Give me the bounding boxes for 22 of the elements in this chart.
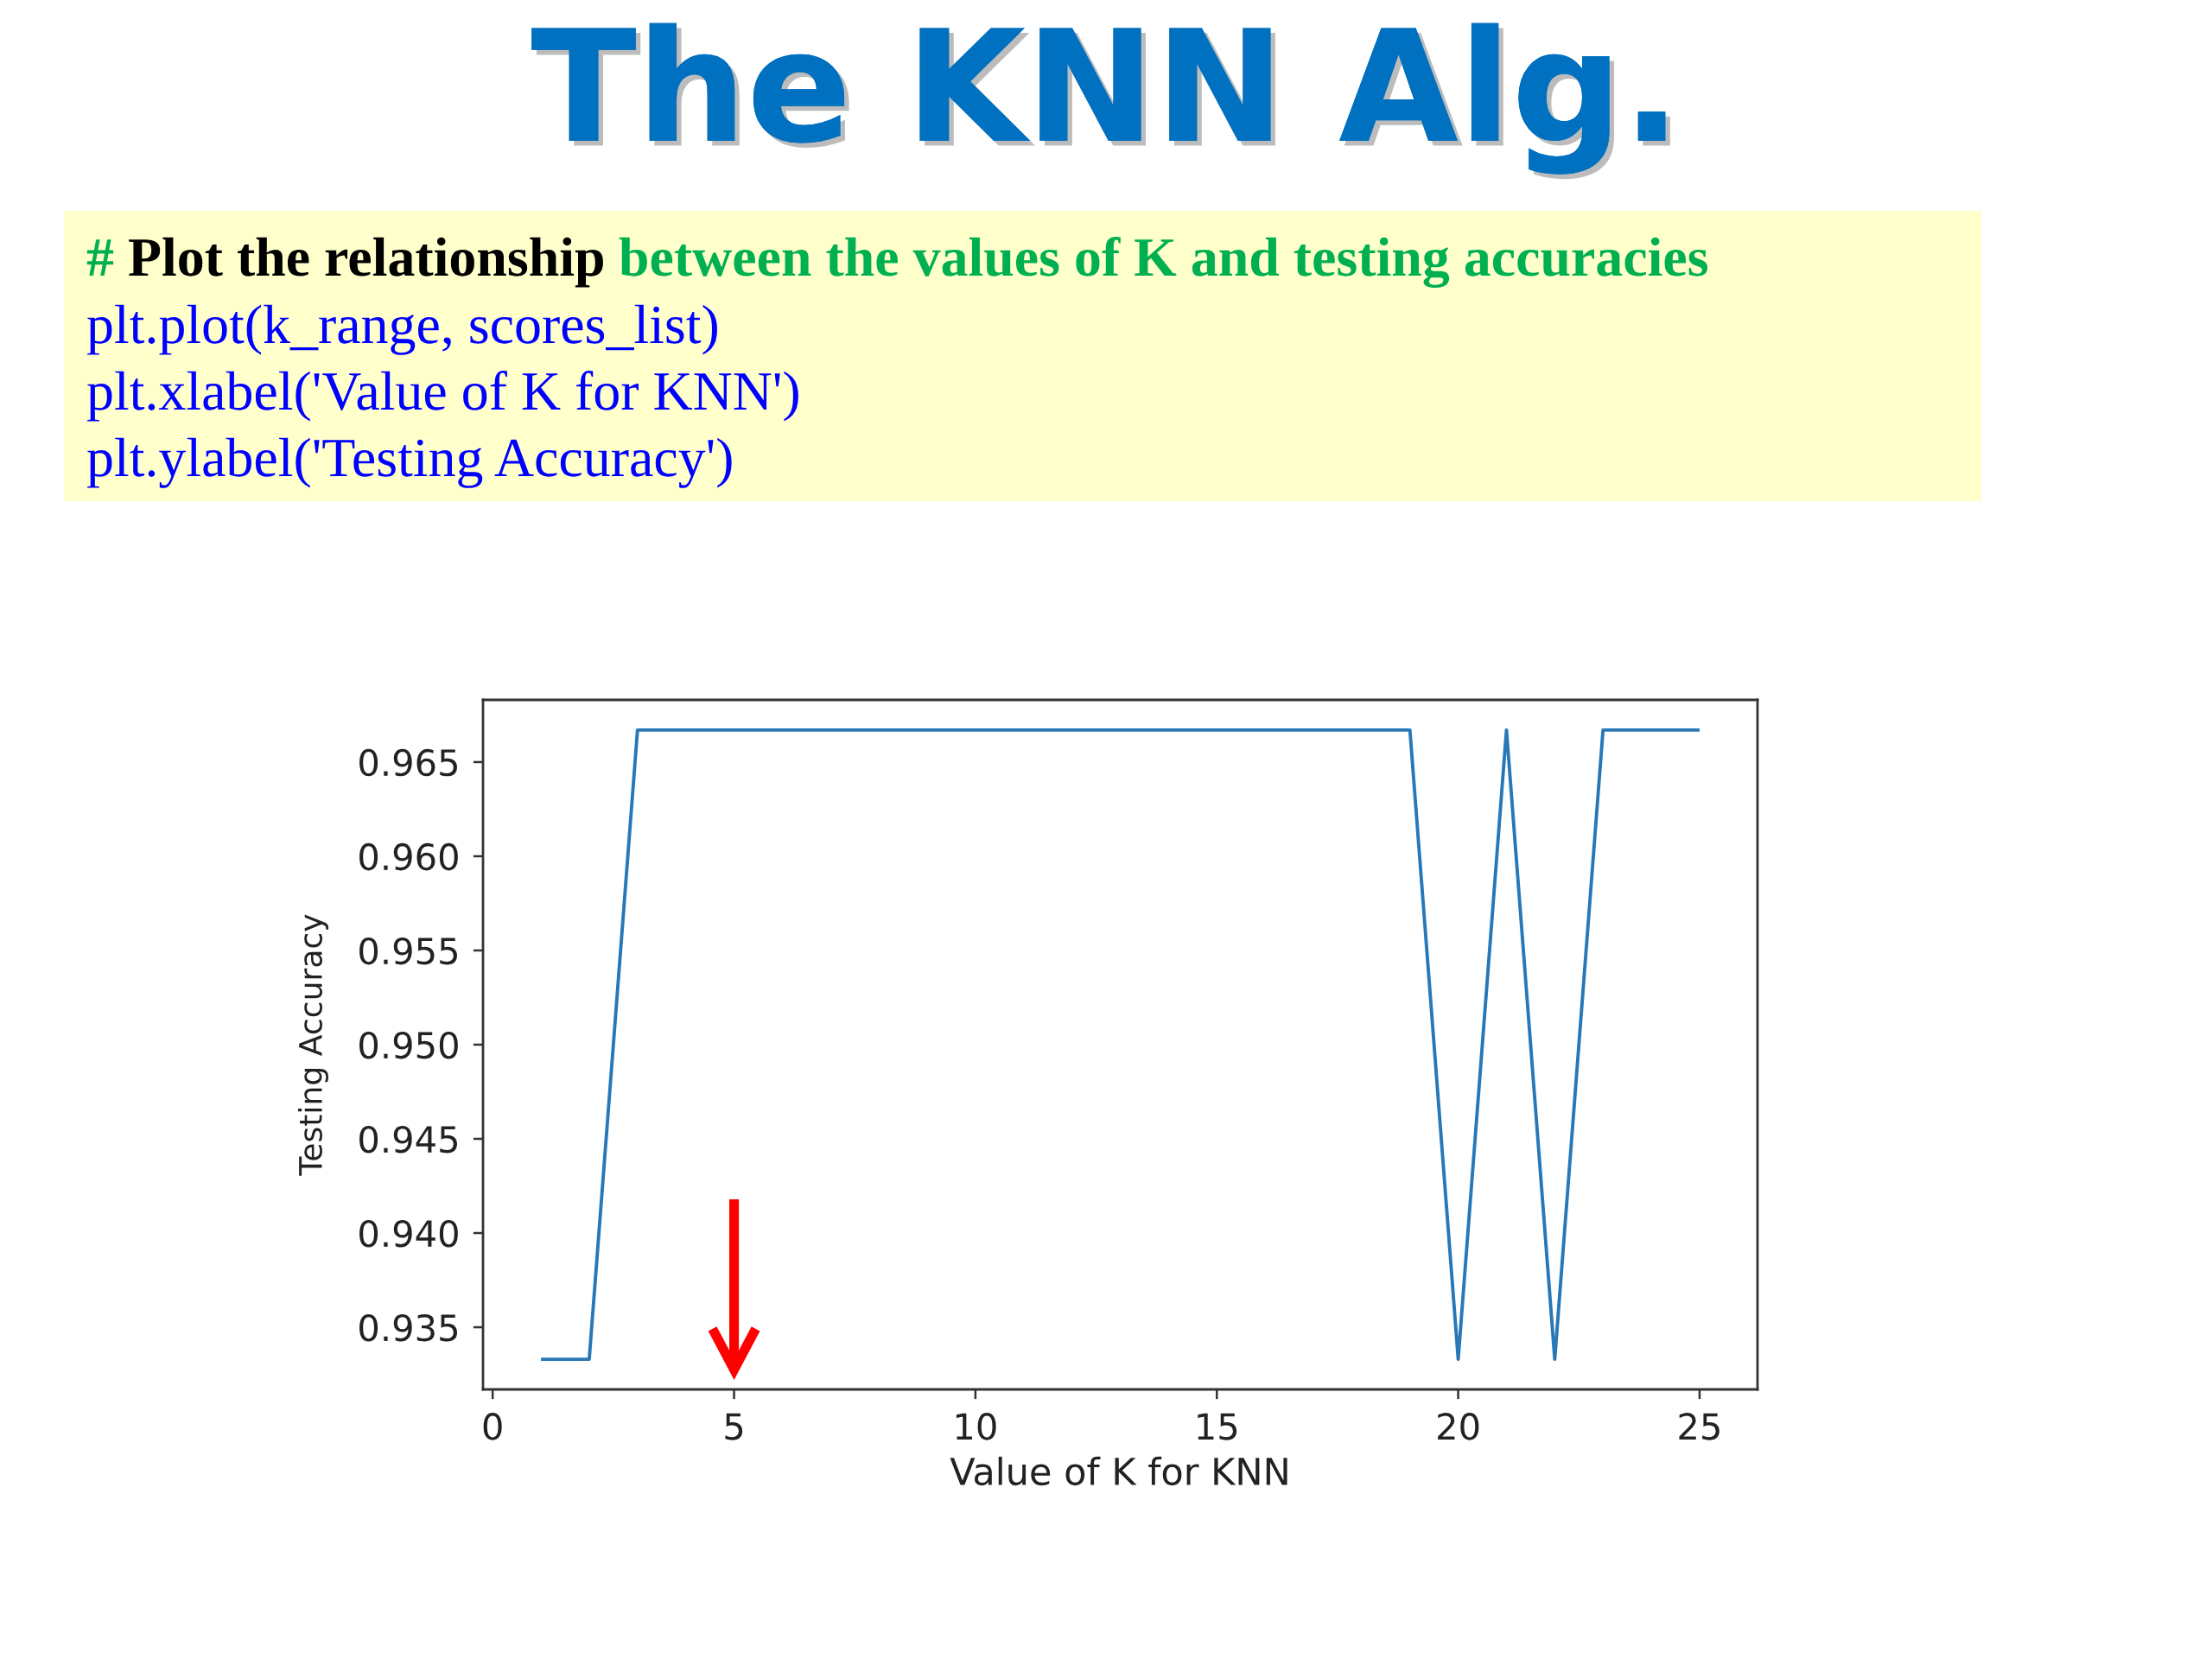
text: Plot the relationship [129,237,603,288]
text: # [86,239,114,276]
x-tick-label: 20 [1438,1413,1479,1440]
y-axis-title: Testing Accuracy [298,914,328,1176]
text: plt.plot(k_range, scores_list) [87,304,717,355]
y-tick-label: 0.960 [359,842,458,871]
y-tick-label: 0.940 [359,1219,458,1248]
chart-title: The KNN Alg. [531,22,1670,180]
x-tick-label: 10 [956,1413,996,1440]
y-tick-label: 0.945 [359,1125,457,1154]
y-tick-label: 0.950 [359,1031,458,1059]
x-tick-label: 5 [725,1413,743,1440]
x-tick-label: 0 [483,1413,502,1440]
text: plt.ylabel('Testing Accuracy') [87,437,732,488]
text: between the values of K and testing accuracies [619,237,1708,289]
x-tick-label: 15 [1198,1413,1237,1440]
text: plt.xlabel('Value of K for KNN') [87,371,798,422]
y-tick-label: 0.935 [359,1313,457,1342]
x-axis-title: Value of K for KNN [950,1456,1287,1486]
y-tick-label: 0.955 [359,937,457,965]
x-tick-label: 25 [1679,1413,1719,1440]
y-tick-label: 0.965 [359,748,457,777]
